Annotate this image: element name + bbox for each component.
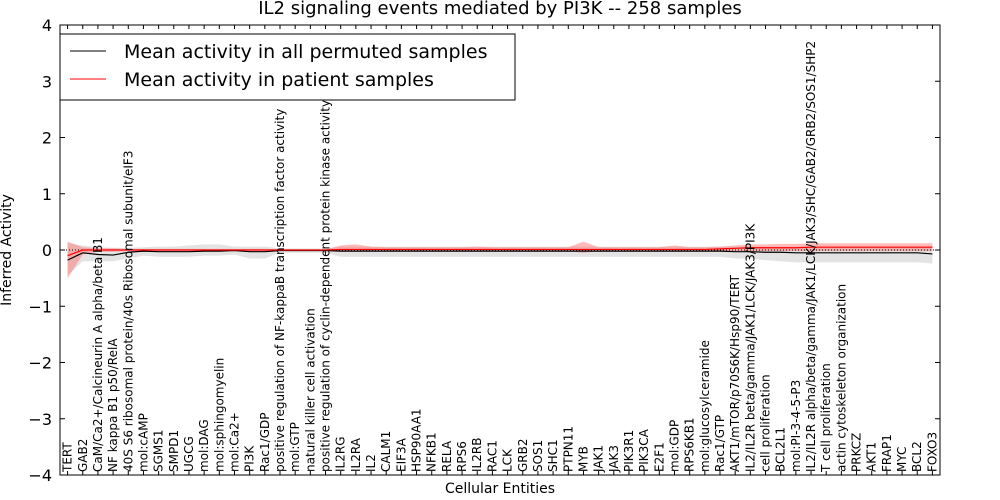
y-tick-label: 1 — [42, 185, 52, 204]
category-label: Rac1/GTP — [713, 415, 727, 472]
legend-label-patient: Mean activity in patient samples — [124, 69, 434, 91]
category-label: MYB — [576, 446, 590, 472]
category-label: PTPN11 — [561, 426, 575, 472]
category-label: mol:GDP — [667, 420, 681, 472]
category-label: AKT1 — [865, 442, 879, 472]
category-label: mol:GTP — [288, 422, 302, 472]
category-label: PI3K — [243, 445, 257, 472]
category-label: PIK3R1 — [622, 430, 636, 472]
category-label: E2F1 — [652, 442, 666, 472]
category-label: RPS6 — [455, 441, 469, 472]
category-label: mol:sphingomyelin — [212, 358, 226, 472]
category-label: UGCG — [182, 436, 196, 472]
category-label: T cell proliferation — [819, 363, 833, 473]
category-label: RPS6KB1 — [683, 417, 697, 472]
category-label: PRKCZ — [850, 433, 864, 472]
category-label: SMPD1 — [167, 430, 181, 472]
y-tick-label: −4 — [28, 466, 52, 485]
y-tick-label: 3 — [42, 72, 52, 91]
category-label: IL2RG — [334, 437, 348, 473]
category-label: MYC — [895, 447, 909, 472]
patient-mean-line — [67, 246, 933, 257]
category-label: PIK3CA — [637, 428, 651, 472]
category-label: IL2RB — [470, 438, 484, 472]
category-label: mol:cAMP — [136, 413, 150, 472]
y-axis-label: Inferred Activity — [0, 194, 15, 306]
chart-title: IL2 signaling events mediated by PI3K --… — [258, 0, 742, 19]
category-label: TERT — [61, 442, 75, 473]
category-label: mol:DAG — [197, 419, 211, 472]
category-label: FOXO3 — [925, 432, 939, 472]
category-label: Rac1/GDP — [258, 413, 272, 472]
category-label: mol:Ca2+ — [227, 412, 241, 472]
plot-area: −4 −3 −2 −1 0 1 2 3 4 TERT GAB2 CaM/Ca2+/Calcineuri… — [28, 16, 941, 485]
permuted-mean-line — [67, 249, 933, 261]
category-label: GAB2 — [76, 439, 90, 472]
category-label: JAK1 — [592, 445, 606, 473]
legend: Mean activity in all permuted samples Me… — [59, 33, 516, 101]
category-label: AKT1/mTOR/p70S6K/Hsp90/TERT — [728, 274, 742, 472]
category-label: positive regulation of NF-kappaB transcr… — [273, 109, 287, 472]
category-label: RAC1 — [485, 440, 499, 472]
category-label: natural killer cell activation — [303, 308, 317, 472]
category-label: IL2/IL2R beta/gamma/JAK1/LCK/JAK3/PI3K — [743, 223, 757, 472]
category-label: cell proliferation — [759, 374, 773, 472]
category-label: positive regulation of cyclin-dependent … — [319, 100, 333, 472]
legend-box — [59, 33, 516, 101]
category-label: mol:glucosylceramide — [698, 340, 712, 472]
category-label: NF kappa B1 p50/RelA — [106, 338, 120, 472]
y-tick-label: 0 — [42, 241, 52, 260]
category-label: CaM/Ca2+/Calcineurin A alpha/beta B1 — [91, 237, 105, 472]
category-label: SHC1 — [546, 439, 560, 472]
y-tick-label: −3 — [28, 410, 52, 429]
category-label: SGMS1 — [152, 429, 166, 472]
category-label: BCL2 — [910, 441, 924, 472]
category-label: HSP90AA1 — [410, 408, 424, 472]
category-label: IL2/IL2R alpha/beta/gamma/JAK1/LCK/JAK3/… — [804, 41, 818, 472]
category-label: FRAP1 — [880, 434, 894, 472]
category-label: LCK — [501, 448, 515, 472]
category-label: 40S S6 ribosomal protein/40s Ribosomal s… — [121, 151, 135, 472]
category-label: SOS1 — [531, 440, 545, 472]
legend-label-permuted: Mean activity in all permuted samples — [124, 41, 487, 63]
category-label: NFKB1 — [425, 432, 439, 472]
y-tick-label: 4 — [42, 16, 52, 35]
category-label: JAK3 — [607, 445, 621, 473]
category-label: IL2RA — [349, 437, 363, 472]
category-label: IL2 — [364, 454, 378, 472]
x-axis-label: Cellular Entities — [445, 481, 555, 497]
category-label: EIF3A — [394, 437, 408, 472]
category-label: CALM1 — [379, 431, 393, 472]
category-label: RELA — [440, 440, 454, 472]
category-label: actin cytoskeleton organization — [834, 284, 848, 472]
y-tick-label: −1 — [28, 297, 52, 316]
y-tick-label: −2 — [28, 354, 52, 373]
category-label: GRB2 — [516, 438, 530, 472]
y-tick-label: 2 — [42, 129, 52, 148]
category-label: BCL2L1 — [774, 427, 788, 472]
category-label: mol:PI-3-4-5-P3 — [789, 380, 803, 472]
